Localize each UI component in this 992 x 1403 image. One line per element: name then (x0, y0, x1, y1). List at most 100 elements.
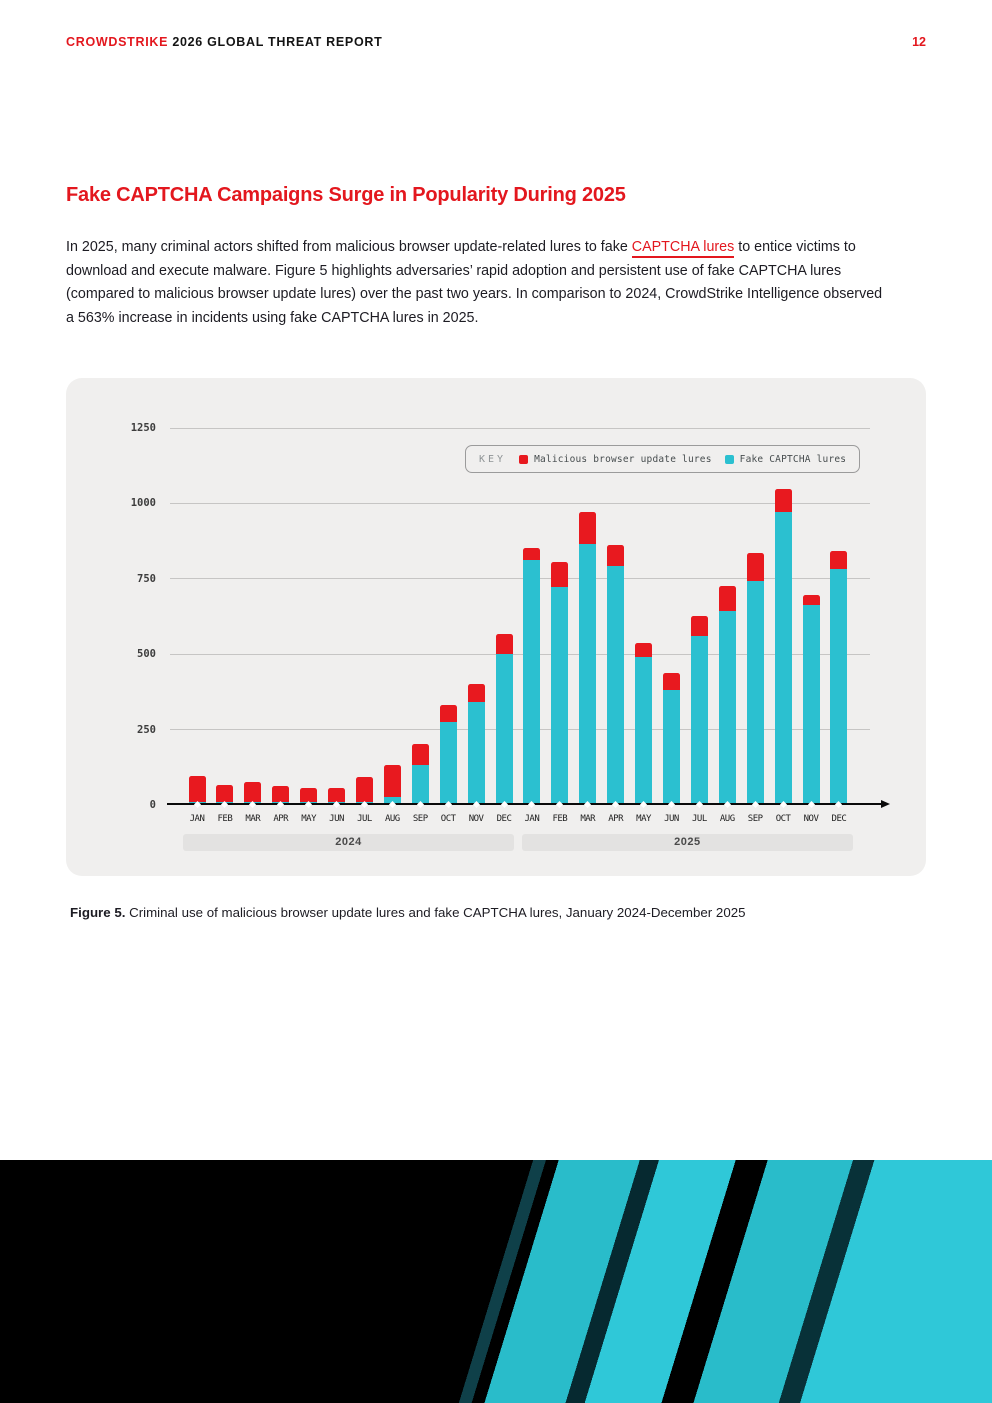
x-tick-2024-sep: SEP (412, 814, 428, 824)
x-axis-arrow-icon (881, 800, 890, 808)
legend-item-fake-captcha: Fake CAPTCHA lures (724, 453, 847, 465)
legend-key-label: KEY (479, 453, 507, 465)
bar-segment-fake-captcha (802, 605, 820, 803)
report-header-title: CROWDSTRIKE 2026 GLOBAL THREAT REPORT (66, 35, 382, 49)
bar-segment-fake-captcha (551, 587, 569, 803)
bar-segment-browser-update (579, 511, 597, 544)
x-tick-2024-jul: JUL (357, 814, 372, 824)
bar-segment-browser-update (244, 781, 262, 802)
section-title: Fake CAPTCHA Campaigns Surge in Populari… (66, 184, 626, 206)
x-tick-2025-jun: JUN (664, 814, 679, 824)
gridline-1250 (170, 427, 870, 429)
captcha-lures-link[interactable]: CAPTCHA lures (631, 239, 735, 258)
legend-item-browser-update: Malicious browser update lures (519, 454, 712, 465)
bar-segment-fake-captcha (383, 796, 401, 803)
body-paragraph: In 2025, many criminal actors shifted fr… (66, 236, 888, 330)
figure-5-chart-panel: KEY Malicious browser update lures Fake … (66, 378, 926, 876)
y-tick-label-1000: 1000 (130, 497, 156, 510)
bar-2024-jan (188, 775, 206, 803)
legend-label-fake-captcha: Fake CAPTCHA lures (739, 453, 847, 465)
y-tick-label-750: 750 (137, 572, 156, 585)
gridline-1000 (170, 502, 870, 504)
bar-2024-feb (216, 784, 234, 803)
x-axis-line (167, 800, 890, 808)
bar-segment-browser-update (718, 585, 736, 612)
x-tick-2024-dec: DEC (496, 814, 512, 824)
x-tick-2024-oct: OCT (440, 814, 456, 824)
bar-segment-browser-update (439, 705, 457, 722)
bar-segment-browser-update (802, 594, 820, 606)
bar-2025-apr (607, 545, 625, 803)
bar-2025-jan (523, 548, 541, 803)
y-tick-label-1250: 1250 (130, 422, 156, 434)
x-tick-2024-mar: MAR (245, 814, 261, 824)
bar-segment-fake-captcha (579, 543, 597, 803)
bar-segment-browser-update (467, 683, 485, 702)
bar-segment-browser-update (635, 643, 653, 657)
bar-2025-feb (551, 561, 569, 803)
bar-segment-browser-update (216, 784, 234, 802)
x-tick-2025-jul: JUL (691, 814, 707, 824)
page-header: CROWDSTRIKE 2026 GLOBAL THREAT REPORT 12 (66, 35, 926, 49)
bar-segment-browser-update (774, 489, 792, 512)
brand-name: CROWDSTRIKE (66, 35, 169, 49)
bar-segment-browser-update (355, 777, 373, 802)
bar-segment-browser-update (607, 545, 625, 567)
y-tick-label-500: 500 (137, 648, 156, 661)
x-tick-2024-feb: FEB (217, 814, 233, 824)
page-number: 12 (912, 35, 926, 49)
bar-segment-browser-update (495, 634, 513, 654)
x-tick-2024-nov: NOV (468, 814, 484, 824)
y-tick-label-0: 0 (149, 799, 156, 811)
bar-segment-fake-captcha (662, 689, 680, 803)
bar-2025-nov (802, 594, 820, 803)
bar-2025-dec (830, 551, 848, 803)
bar-segment-browser-update (830, 551, 848, 570)
legend-swatch-red (519, 454, 529, 464)
report-title: 2026 GLOBAL THREAT REPORT (172, 35, 383, 49)
bar-segment-fake-captcha (774, 511, 792, 803)
figure-caption: Figure 5. Criminal use of malicious brow… (70, 905, 910, 920)
x-tick-2024-apr: APR (273, 814, 289, 824)
bar-segment-fake-captcha (635, 656, 653, 803)
bar-segment-fake-captcha (523, 560, 541, 803)
x-tick-2025-sep: SEP (747, 814, 763, 824)
bar-segment-fake-captcha (718, 611, 736, 803)
y-tick-label-250: 250 (137, 723, 156, 736)
bar-2025-jul (690, 616, 708, 803)
bar-segment-browser-update (523, 548, 541, 561)
x-tick-2025-feb: FEB (552, 814, 568, 824)
bar-2025-may (635, 643, 653, 803)
x-tick-2024-jun: JUN (329, 814, 344, 824)
year-band-2024: 2024 (183, 834, 514, 851)
bar-2024-sep (411, 744, 429, 803)
bar-segment-browser-update (188, 775, 206, 802)
bar-segment-browser-update (300, 787, 318, 802)
bar-2024-mar (244, 781, 262, 803)
bar-segment-browser-update (328, 787, 346, 802)
bar-segment-fake-captcha (411, 765, 429, 803)
figure-caption-text: Criminal use of malicious browser update… (125, 905, 746, 920)
bar-segment-browser-update (551, 561, 569, 588)
x-tick-2024-aug: AUG (384, 814, 400, 824)
bar-segment-browser-update (272, 786, 290, 802)
bar-2025-oct (774, 489, 792, 803)
bar-2025-aug (718, 585, 736, 803)
bar-segment-browser-update (662, 673, 680, 690)
bar-2024-aug (383, 765, 401, 803)
legend-label-browser-update: Malicious browser update lures (534, 453, 712, 465)
chart-legend: KEY Malicious browser update lures Fake … (465, 445, 861, 473)
bar-2025-mar (579, 511, 597, 803)
footer-decorative-graphic (0, 1160, 992, 1403)
bar-segment-fake-captcha (607, 566, 625, 803)
year-band-2025: 2025 (521, 834, 853, 851)
bar-segment-fake-captcha (746, 581, 764, 803)
x-tick-2025-oct: OCT (775, 814, 791, 824)
figure-label: Figure 5. (70, 905, 126, 920)
x-tick-2024-jan: JAN (189, 814, 205, 824)
x-tick-2025-mar: MAR (580, 814, 596, 824)
gridline-250 (170, 729, 870, 731)
bar-2025-sep (746, 552, 764, 803)
bar-segment-fake-captcha (690, 635, 708, 803)
